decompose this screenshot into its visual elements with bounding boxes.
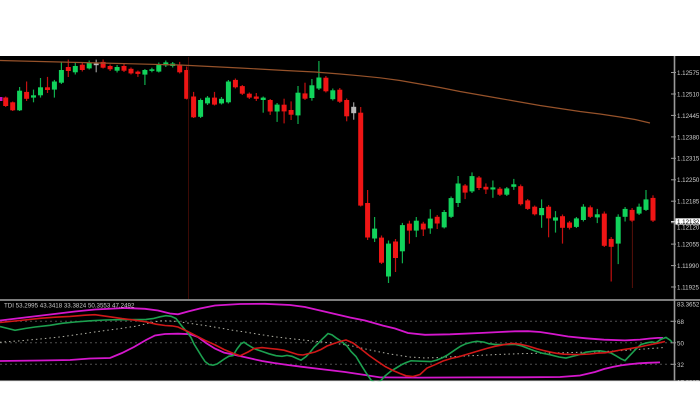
svg-text:68: 68: [677, 319, 684, 326]
svg-text:1.12250: 1.12250: [677, 177, 700, 184]
svg-text:50: 50: [677, 340, 684, 347]
svg-text:1.12185: 1.12185: [677, 199, 700, 206]
svg-text:1.12132: 1.12132: [677, 219, 700, 226]
svg-text:1.11925: 1.11925: [677, 284, 699, 291]
svg-text:1.11990: 1.11990: [677, 263, 699, 270]
svg-text:1.12445: 1.12445: [677, 113, 700, 120]
svg-text:83.3652: 83.3652: [677, 302, 700, 309]
svg-text:1.12510: 1.12510: [677, 91, 700, 98]
svg-text:1.12380: 1.12380: [677, 134, 700, 141]
svg-text:32: 32: [677, 362, 684, 369]
svg-text:1.12575: 1.12575: [677, 70, 700, 77]
svg-text:TDI 53.2995 43.3418 33.3824 50: TDI 53.2995 43.3418 33.3824 50.3553 47.2…: [4, 303, 135, 310]
svg-text:1.12120: 1.12120: [677, 225, 700, 232]
svg-text:1.12055: 1.12055: [677, 242, 700, 249]
svg-text:1.12315: 1.12315: [677, 156, 700, 163]
